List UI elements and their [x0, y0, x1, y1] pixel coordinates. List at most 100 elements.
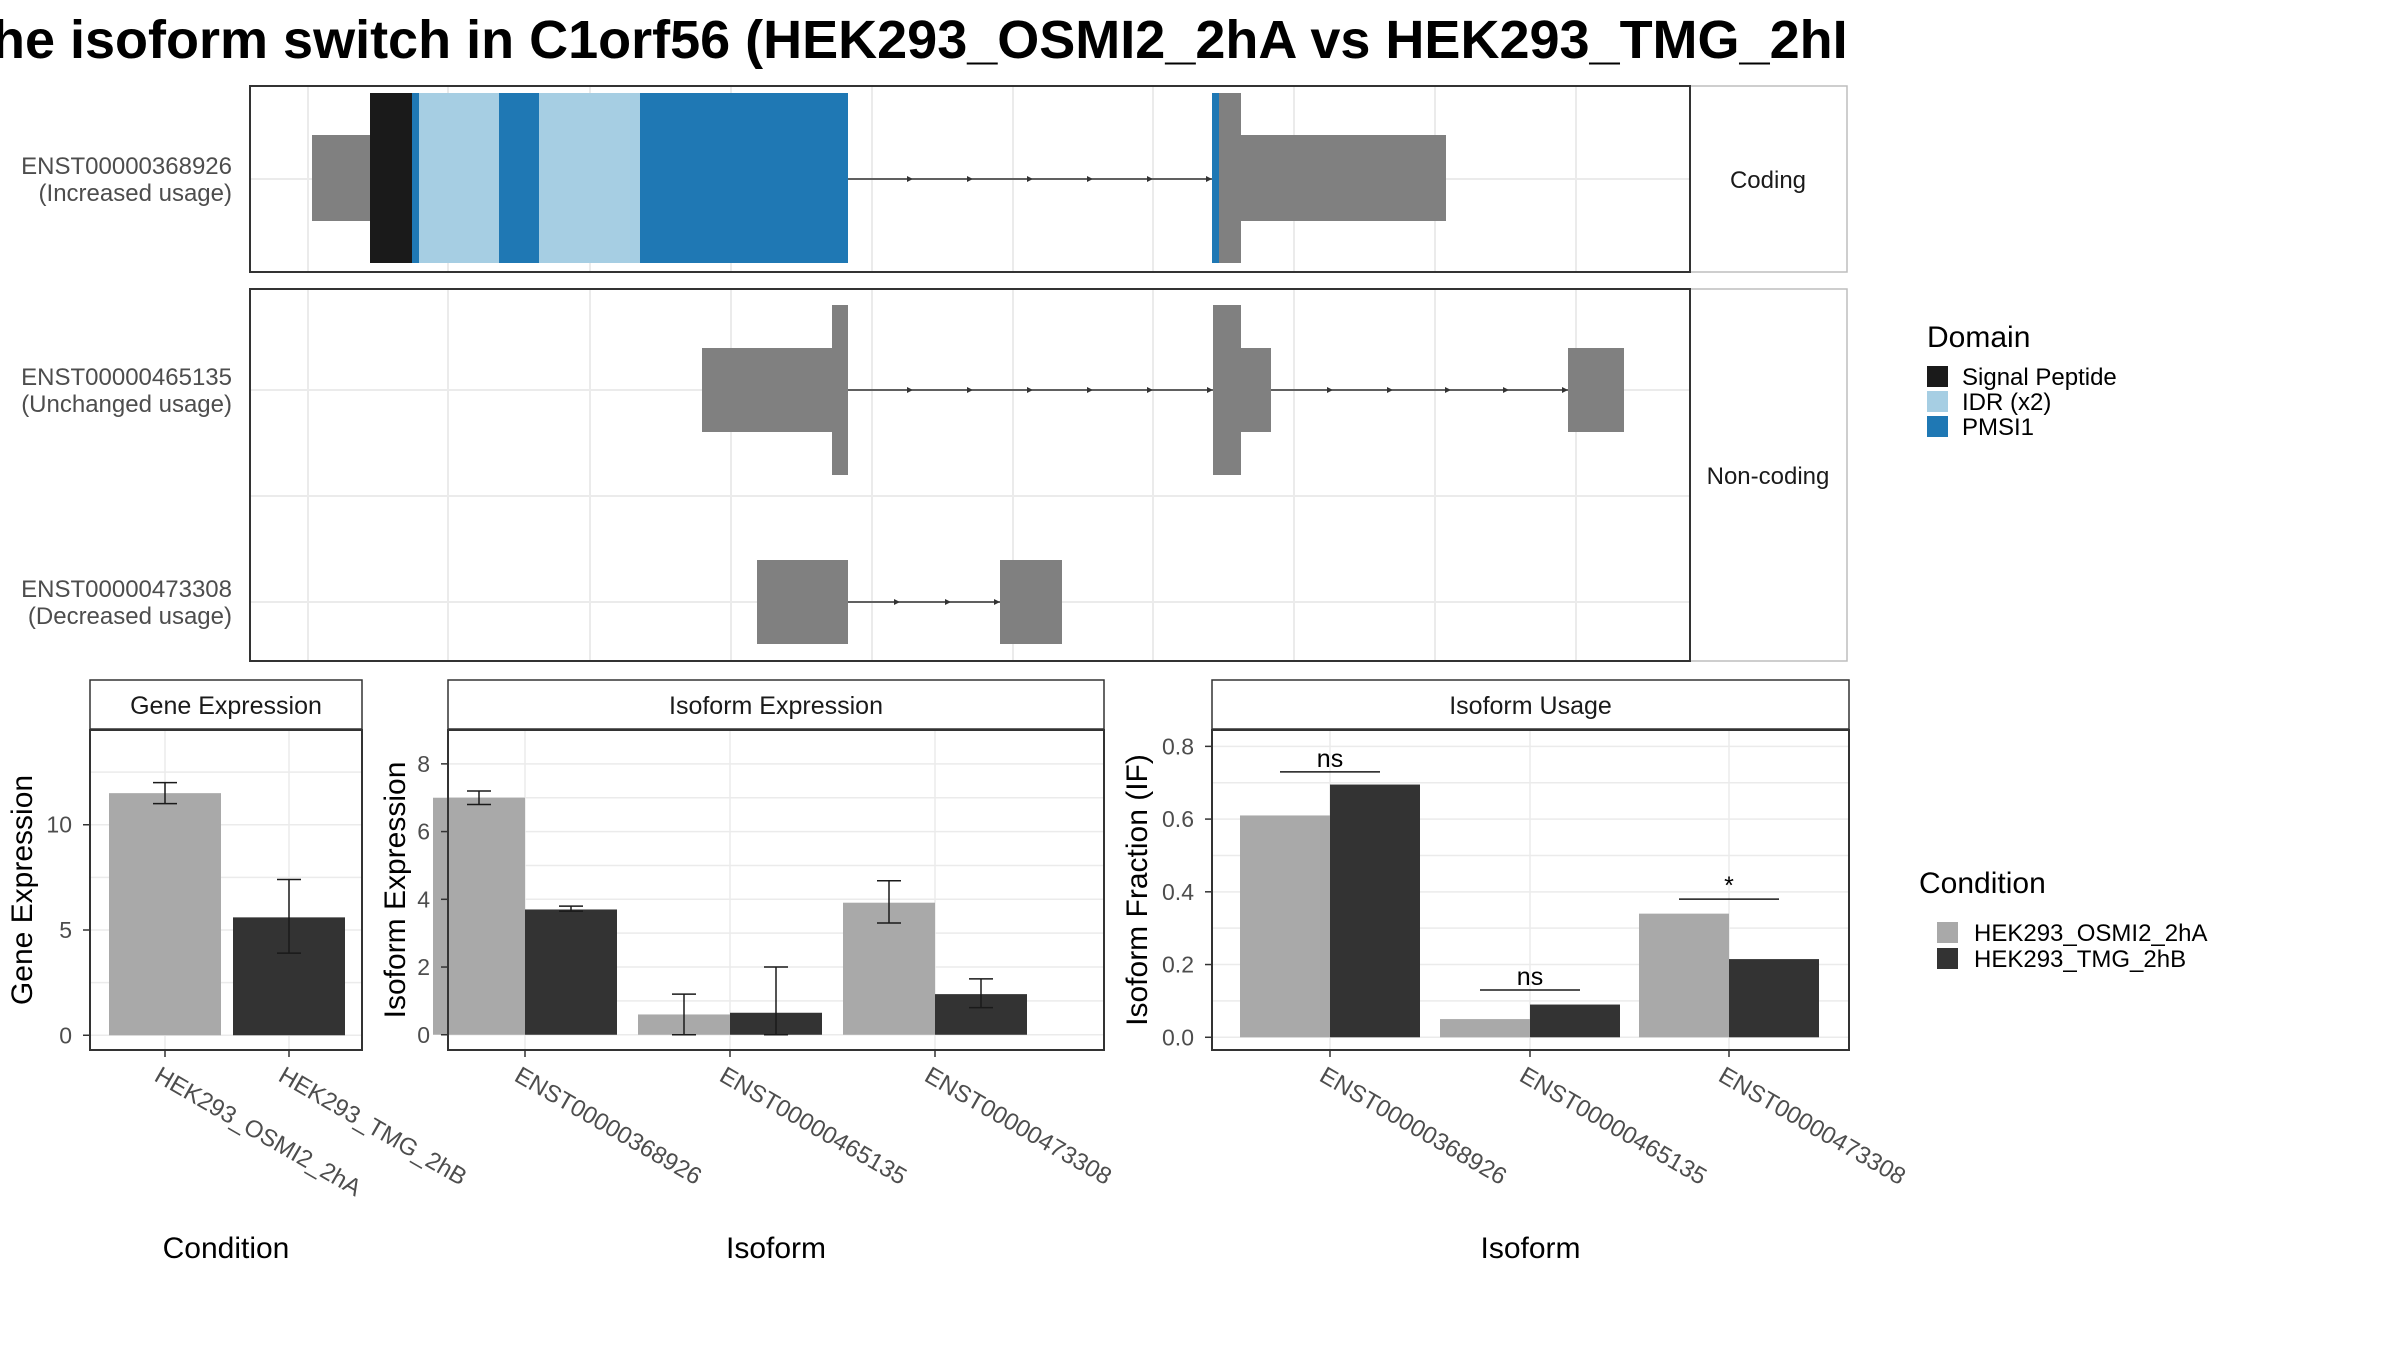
y-tick-label: 5 [59, 917, 72, 943]
bar [1530, 1004, 1620, 1038]
exon-cds [1219, 93, 1241, 263]
y-tick-label: 0.8 [1162, 733, 1194, 759]
y-tick-label: 0.0 [1162, 1024, 1194, 1050]
significance-label: ns [1517, 963, 1543, 991]
significance-label: ns [1317, 745, 1343, 773]
chart-strip [447, 679, 1105, 730]
exon-utr [312, 135, 370, 221]
y-tick-label: 10 [46, 812, 72, 838]
bar [1729, 959, 1819, 1038]
y-tick-label: 2 [417, 954, 430, 980]
x-axis-label: Isoform [1480, 1232, 1580, 1265]
facet-strip [1689, 85, 1848, 273]
domain-pmsi1 [640, 93, 848, 263]
intron-arrow [1027, 387, 1033, 393]
exon [1000, 560, 1062, 644]
chart-title: Isoform Expression [669, 692, 883, 720]
y-tick-label: 0.2 [1162, 952, 1194, 978]
domain-legend-key [1927, 416, 1948, 437]
intron-arrow [1087, 176, 1093, 182]
bar [525, 909, 617, 1035]
bar [1639, 913, 1729, 1038]
domain-legend-label: IDR (x2) [1962, 389, 2051, 416]
transcript-structure-panel: Coding Non-coding ENST00000368926(Increase… [21, 85, 1848, 662]
intron-arrow [907, 387, 913, 393]
isoform-usage-label: (Unchanged usage) [21, 391, 232, 418]
intron-arrow [1445, 387, 1451, 393]
domain-idr [419, 93, 499, 263]
y-axis-label: Isoform Expression [379, 762, 412, 1019]
intron-arrow [1327, 387, 1333, 393]
domain-legend-title: Domain [1927, 321, 2030, 354]
isoform-label: ENST00000473308 [21, 576, 232, 603]
intron-arrow [1562, 387, 1568, 393]
intron-arrow [907, 176, 913, 182]
structure-panel-border [249, 85, 1691, 273]
bar [1240, 815, 1330, 1038]
condition-legend-label: HEK293_OSMI2_2hA [1974, 920, 2207, 947]
intron-arrow [967, 176, 973, 182]
y-axis-label: Gene Expression [6, 775, 39, 1005]
domain-signal-peptide [370, 93, 412, 263]
intron-arrow [1147, 387, 1153, 393]
structure-panel-border [249, 288, 1691, 662]
condition-legend-label: HEK293_TMG_2hB [1974, 946, 2186, 973]
domain-pmsi1 [499, 93, 539, 263]
domain-legend-label: PMSI1 [1962, 414, 2034, 441]
figure-title: he isoform switch in C1orf56 (HEK293_OSM… [0, 10, 1848, 70]
bar [1440, 1019, 1530, 1038]
facet-strip [1689, 288, 1848, 662]
intron-arrow [967, 387, 973, 393]
bar [433, 797, 525, 1035]
intron-arrow [1027, 176, 1033, 182]
y-tick-label: 0.6 [1162, 806, 1194, 832]
domain-idr [539, 93, 640, 263]
chart-strip [1211, 679, 1850, 730]
condition-legend-title: Condition [1919, 867, 2046, 900]
x-axis-label: Condition [163, 1232, 290, 1265]
intron-arrow [1147, 176, 1153, 182]
intron-arrow [1387, 387, 1393, 393]
facet-strip-label: Coding [1730, 167, 1806, 194]
y-tick-label: 8 [417, 751, 430, 777]
exon [1241, 348, 1271, 432]
intron-arrow [994, 599, 1000, 605]
bar [1330, 784, 1420, 1038]
exon [1568, 348, 1624, 432]
facet-strip-label: Non-coding [1707, 463, 1830, 490]
intron-arrow [945, 599, 951, 605]
condition-legend-key [1937, 948, 1958, 969]
y-axis-label: Isoform Fraction (IF) [1121, 754, 1154, 1026]
exon [702, 348, 832, 432]
bar [843, 902, 935, 1035]
domain-legend-key [1927, 391, 1948, 412]
significance-label: * [1724, 872, 1734, 900]
chart-title: Gene Expression [130, 692, 322, 720]
intron-arrow [1207, 387, 1213, 393]
chart-title: Isoform Usage [1449, 692, 1612, 720]
y-tick-label: 0 [417, 1022, 430, 1048]
exon-utr [1241, 135, 1446, 221]
isoform-label: ENST00000368926 [21, 153, 232, 180]
chart-plot-border [447, 729, 1105, 1051]
isoform-usage-label: (Decreased usage) [28, 603, 232, 630]
isoform-usage-label: (Increased usage) [39, 180, 232, 207]
exon [1213, 305, 1241, 475]
intron-arrow [1503, 387, 1509, 393]
bar [109, 793, 221, 1036]
domain-legend-label: Signal Peptide [1962, 364, 2117, 391]
intron-arrow [894, 599, 900, 605]
isoform-label: ENST00000465135 [21, 364, 232, 391]
intron-arrow [1087, 387, 1093, 393]
y-tick-label: 4 [417, 886, 430, 912]
exon [832, 305, 848, 475]
y-tick-label: 0.4 [1162, 879, 1194, 905]
y-tick-label: 6 [417, 819, 430, 845]
domain-pmsi1 [412, 93, 419, 263]
domain-legend-key [1927, 366, 1948, 387]
x-axis-label: Isoform [726, 1232, 826, 1265]
exon [757, 560, 848, 644]
